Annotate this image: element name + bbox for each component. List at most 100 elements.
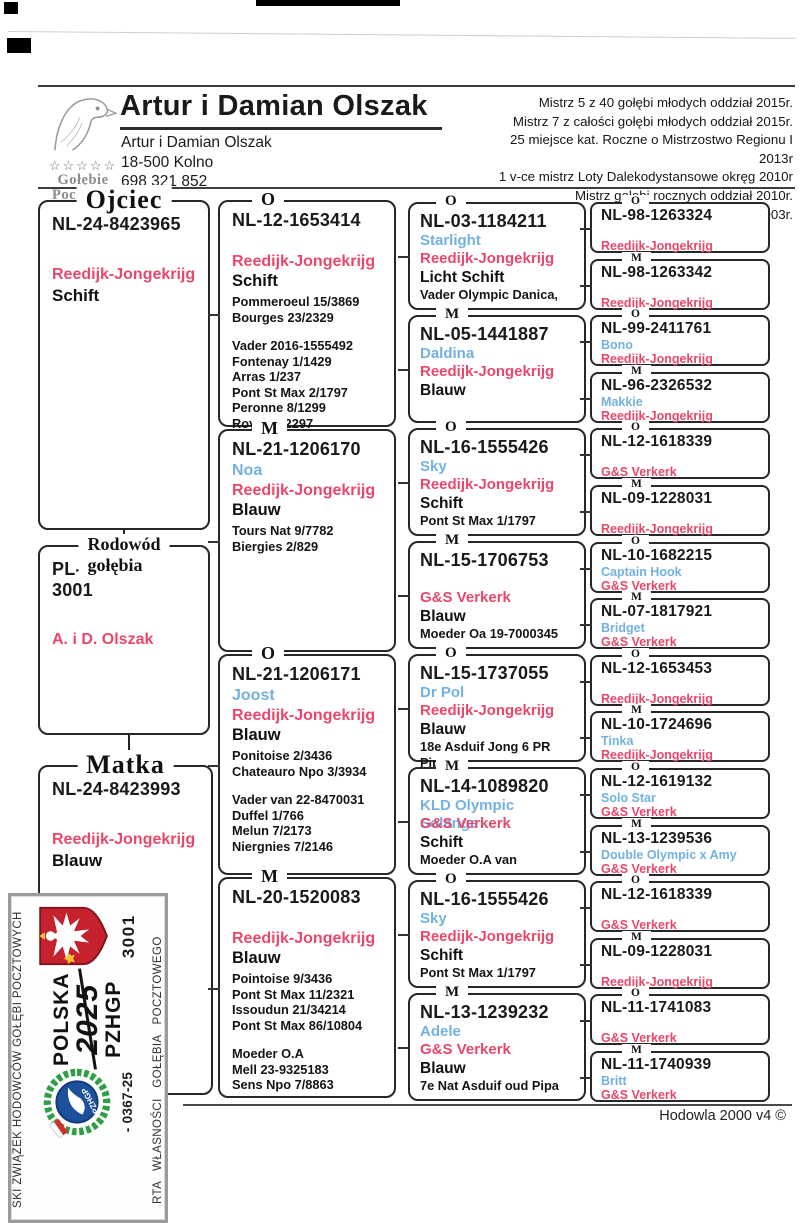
ring-id: NL-96-2326532: [601, 377, 713, 394]
gen4-box-6: M NL-09-1228031 Reedijk-Jongekrijg: [580, 478, 770, 536]
logo-text-line1: Gołębie: [57, 172, 109, 188]
note-line: Pont St Max 1/1797: [420, 513, 536, 528]
sex-label: M: [436, 758, 469, 775]
loft-name: Reedijk-Jongekrijg: [232, 707, 376, 724]
loft-name: G&S Verkerk: [601, 862, 677, 876]
sex-label: M: [252, 418, 287, 439]
software-credit: Hodowla 2000 v4 ©: [659, 1108, 786, 1124]
race-line: Sens Npo 7/8863: [232, 1077, 334, 1092]
sex-label: M: [622, 818, 651, 830]
race-results: Pommeroeul 15/3869 Bourges 23/2329: [232, 294, 382, 325]
sex-label: M: [622, 365, 651, 377]
sex-label: O: [622, 195, 649, 207]
sex-label: O: [622, 761, 649, 773]
sex-label: M: [622, 931, 651, 943]
stamp-ring-number: - 0367-25: [120, 1071, 135, 1133]
sex-label: O: [436, 871, 466, 888]
gen3-box-1: O NL-03-1184211 Starlight Reedijk-Jongek…: [398, 193, 586, 310]
sex-label: O: [622, 421, 649, 433]
pigeon-name: Sky: [420, 910, 447, 927]
sex-label: O: [622, 308, 649, 320]
scan-artifact-bar: [256, 0, 400, 6]
race-line: Issoudun 21/34214: [232, 1002, 346, 1017]
mother-label: Matka: [77, 750, 174, 780]
ring-id: NL-21-1206170: [232, 439, 361, 459]
gen3-box-8: M NL-13-1239232 Adele G&S Verkerk Blauw …: [398, 984, 586, 1101]
color-desc: Licht Schift: [420, 269, 505, 286]
race-line: Fontenay 1/1429: [232, 353, 332, 369]
page-title: Artur i Damian Olszak: [120, 90, 442, 130]
pigeon-name: [420, 571, 574, 589]
ownership-stamp: SKI ZWIĄZEK HODOWCÓW GOŁĘBI POCZTOWYCH P…: [8, 893, 168, 1223]
race-line: Niergnies 7/2146: [232, 838, 334, 854]
sex-label: O: [436, 645, 466, 662]
pigeon-name: [601, 961, 759, 975]
color-desc: Blauw: [232, 949, 281, 967]
loft-name: G&S Verkerk: [601, 465, 677, 479]
gen4-box-9: O NL-12-1653453 Reedijk-Jongekrijg: [580, 648, 770, 706]
gen4-box-7: O NL-10-1682215 Captain Hook G&S Verkerk: [580, 535, 770, 593]
pigeon-name: Britt: [601, 1074, 627, 1088]
stamp-association-text: SKI ZWIĄZEK HODOWCÓW GOŁĘBI POCZTOWYCH: [12, 911, 24, 1208]
race-line: Pointoise 9/3436: [232, 971, 333, 986]
note-line: Moeder Oa 19-7000345: [420, 626, 559, 641]
loft-name: Reedijk-Jongekrijg: [601, 296, 713, 310]
polish-eagle-emblem-icon: [38, 907, 108, 966]
note-line: Vader Olympic Danica,: [420, 287, 558, 302]
sex-label: M: [622, 704, 651, 716]
gen4-box-12: M NL-13-1239536 Double Olympic x Amy G&S…: [580, 818, 770, 876]
race-line: Pont St Max 11/2321: [232, 986, 355, 1002]
gen4-box-11: O NL-12-1619132 Solo Star G&S Verkerk: [580, 761, 770, 819]
loft-name: Reedijk-Jongekrijg: [601, 522, 713, 536]
stamp-org: PZHGP: [102, 980, 125, 1058]
gen4-box-13: O NL-12-1618339 G&S Verkerk: [580, 874, 770, 932]
gen4-box-16: M NL-11-1740939 Britt G&S Verkerk: [580, 1044, 770, 1102]
sex-label: M: [622, 591, 651, 603]
pigeon-name: Bridget: [601, 621, 645, 635]
color-desc: Schift: [420, 495, 464, 512]
header-bottom-rule: [38, 187, 795, 189]
color-desc: Blauw: [232, 501, 281, 519]
subject-label: Rodowód gołębia: [78, 534, 170, 576]
loft-name: G&S Verkerk: [601, 579, 677, 593]
sex-label: M: [252, 866, 287, 887]
loft-name: Reedijk-Jongekrijg: [232, 482, 376, 499]
color-desc: Blauw: [420, 382, 466, 399]
ring-id: NL-05-1441887: [420, 324, 549, 344]
ring-id: NL-12-1653453: [601, 660, 713, 677]
sex-label: O: [252, 643, 285, 664]
father-label: Ojciec: [76, 185, 172, 215]
ring-id: NL-10-1682215: [601, 547, 713, 564]
loft-name: Reedijk-Jongekrijg: [601, 352, 713, 366]
ring-id: NL-98-1263324: [601, 207, 713, 224]
owner-name: A. i D. Olszak: [52, 631, 154, 648]
pigeon-name: Double Olympic x Amy: [601, 848, 737, 862]
pigeon-name: [232, 909, 382, 929]
race-line: Melun 7/2173: [232, 823, 312, 838]
race-line: Moeder O.A: [232, 1046, 304, 1061]
gen3-box-5: O NL-15-1737055 Dr Pol Reedijk-Jongekrij…: [398, 645, 586, 770]
ring-id: NL-14-1089820: [420, 776, 549, 796]
loft-name: G&S Verkerk: [601, 1088, 677, 1102]
ring-id: NL-11-1740939: [601, 1056, 712, 1073]
gen3-box-3: O NL-16-1555426 Sky Reedijk-Jongekrijg S…: [398, 419, 586, 536]
ring-id: NL-12-1618339: [601, 886, 713, 903]
ring-id: NL-99-2411761: [601, 320, 712, 337]
ring-id: NL-12-1619132: [601, 773, 713, 790]
ring-id: NL-98-1263342: [601, 264, 713, 281]
race-line: Mell 23-9325183: [232, 1061, 329, 1077]
race-line: Vader van 22-8470031: [232, 792, 365, 807]
ring-id: NL-15-1706753: [420, 550, 549, 570]
color-desc: Blauw: [420, 721, 466, 738]
address-line: Artur i Damian Olszak: [121, 134, 272, 151]
pigeon-name: [601, 225, 759, 239]
loft-name: Reedijk-Jongekrijg: [420, 702, 555, 719]
stamp-country: POLSKA: [50, 972, 73, 1066]
pigeon-name: Adele: [420, 1023, 461, 1040]
gen3-box-2: M NL-05-1441887 Daldina Reedijk-Jongekri…: [398, 306, 586, 423]
achievement-line: 2013r: [758, 150, 793, 166]
ring-id: NL-21-1206171: [232, 664, 361, 684]
achievement-line: 1 v-ce mistrz Loty Dalekodystansowe okrę…: [498, 169, 793, 185]
ring-id: NL-11-1741083: [601, 999, 712, 1016]
pigeon-head-icon: [54, 98, 118, 151]
